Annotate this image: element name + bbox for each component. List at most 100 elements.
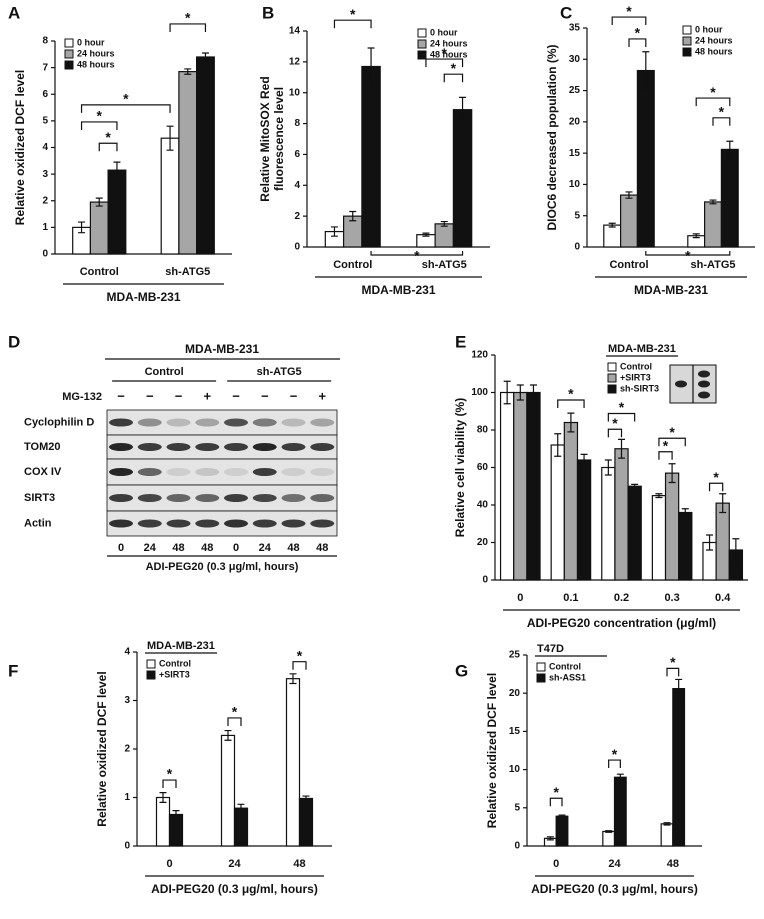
error-bar (625, 191, 633, 199)
y-tick-label: 2 (42, 195, 48, 206)
treatment-sign: + (203, 388, 211, 403)
blot-band (166, 418, 191, 427)
y-tick-label: 20 (477, 537, 489, 548)
blot-band (224, 418, 248, 427)
y-tick-label: 2 (124, 744, 130, 755)
blot-band (310, 418, 335, 427)
error-bar (166, 125, 174, 151)
legend-swatch (64, 49, 74, 59)
y-tick-label: 80 (477, 425, 489, 436)
y-tick-label: 10 (509, 764, 521, 775)
x-axis-label: MDA-MB-231 (361, 283, 435, 297)
bar (233, 807, 249, 847)
protein-label: TOM20 (24, 441, 60, 453)
blot-band (195, 519, 220, 528)
blot-band (195, 418, 220, 427)
y-axis-label: fluorescence level (272, 87, 286, 191)
x-tick-label: sh-ATG5 (165, 266, 210, 278)
lane-label: 48 (287, 542, 299, 554)
y-tick-label: 0 (294, 242, 300, 253)
legend-title: MDA-MB-231 (147, 640, 215, 652)
x-tick-label: Control (80, 266, 119, 278)
bar (720, 148, 739, 248)
error-bar (692, 233, 700, 239)
blot-band (195, 494, 220, 502)
legend-swatch (146, 670, 156, 680)
blot-band (109, 443, 133, 451)
significance-bracket (292, 661, 307, 670)
significance-star: * (612, 415, 618, 431)
error-bar (95, 197, 103, 207)
bar (220, 734, 236, 847)
blot-band (281, 519, 306, 528)
error-bar (618, 438, 625, 459)
significance-star: * (669, 424, 675, 440)
bar (499, 391, 515, 581)
legend-swatch (64, 60, 74, 70)
y-tick-label: 5 (42, 116, 48, 127)
lane-label: 0 (118, 542, 124, 554)
y-tick-label: 8 (42, 36, 48, 47)
blot-x-label: ADI-PEG20 (0.3 μg/ml, hours) (146, 561, 299, 573)
significance-bracket (666, 667, 680, 677)
y-tick-label: 30 (569, 54, 581, 65)
blot-band (166, 443, 191, 451)
error-bar (719, 493, 727, 514)
significance-bracket (695, 97, 731, 107)
legend-label: sh-SIRT3 (620, 383, 659, 393)
treatment-sign: − (146, 388, 154, 403)
error-bar (172, 809, 180, 819)
y-tick-label: 35 (569, 23, 581, 34)
error-bar (605, 830, 613, 833)
significance-star: * (97, 108, 103, 124)
blot-band (109, 519, 133, 528)
error-bar (608, 222, 616, 228)
legend-label: 24 hours (77, 48, 115, 58)
legend-label: sh-ASS1 (549, 672, 586, 682)
chart-panel: B 0 2 4 6 8 10 12 14 Relative MitoSOX Red fluoresc… (258, 3, 490, 297)
x-tick-label: 48 (667, 858, 679, 870)
bar (285, 678, 301, 847)
significance-bracket (557, 399, 585, 408)
significance-bracket (712, 117, 731, 126)
y-tick-label: 20 (569, 116, 581, 127)
y-tick-label: 6 (294, 149, 300, 160)
blot-band (281, 468, 306, 476)
error-bar (529, 384, 537, 401)
x-axis-label: MDA-MB-231 (106, 290, 180, 304)
blot-band (310, 443, 335, 451)
significance-bracket (658, 451, 673, 460)
panel-letter: A (8, 3, 20, 22)
legend-swatch (682, 47, 692, 57)
significance-bracket (608, 759, 621, 769)
y-tick-label: 15 (569, 148, 581, 159)
blot-band (252, 519, 277, 528)
treatment-label: MG-132 (62, 391, 102, 403)
chart-panel: E 0 20 40 60 80 100 120 Relative cell viability … (453, 332, 748, 630)
chart-panel: G 0 5 10 15 20 25 Relative oxidized DCF level 0 2… (455, 643, 702, 896)
blot-band (137, 494, 162, 502)
legend-label: 0 hour (430, 27, 458, 37)
legend-swatch (607, 384, 617, 394)
bar (196, 56, 215, 255)
significance-star: * (350, 6, 356, 22)
legend-swatch (607, 362, 617, 372)
bar (526, 391, 541, 581)
y-tick-label: 15 (509, 726, 521, 737)
significance-bracket (370, 251, 464, 256)
significance-bracket (443, 73, 464, 83)
bar (107, 169, 127, 255)
significance-star: * (568, 386, 574, 402)
x-axis-label: ADI-PEG20 concentration (μg/ml) (527, 616, 716, 630)
blot-band (224, 494, 248, 502)
x-tick-label: 24 (228, 858, 241, 870)
bar (651, 495, 667, 581)
legend-label: 48 hours (695, 46, 733, 56)
blot-band (195, 468, 220, 476)
significance-star: * (663, 437, 669, 453)
blot-band (224, 468, 248, 476)
inset-blot (669, 364, 717, 404)
legend-label: 24 hours (695, 35, 733, 45)
y-tick-label: 2 (294, 211, 300, 222)
